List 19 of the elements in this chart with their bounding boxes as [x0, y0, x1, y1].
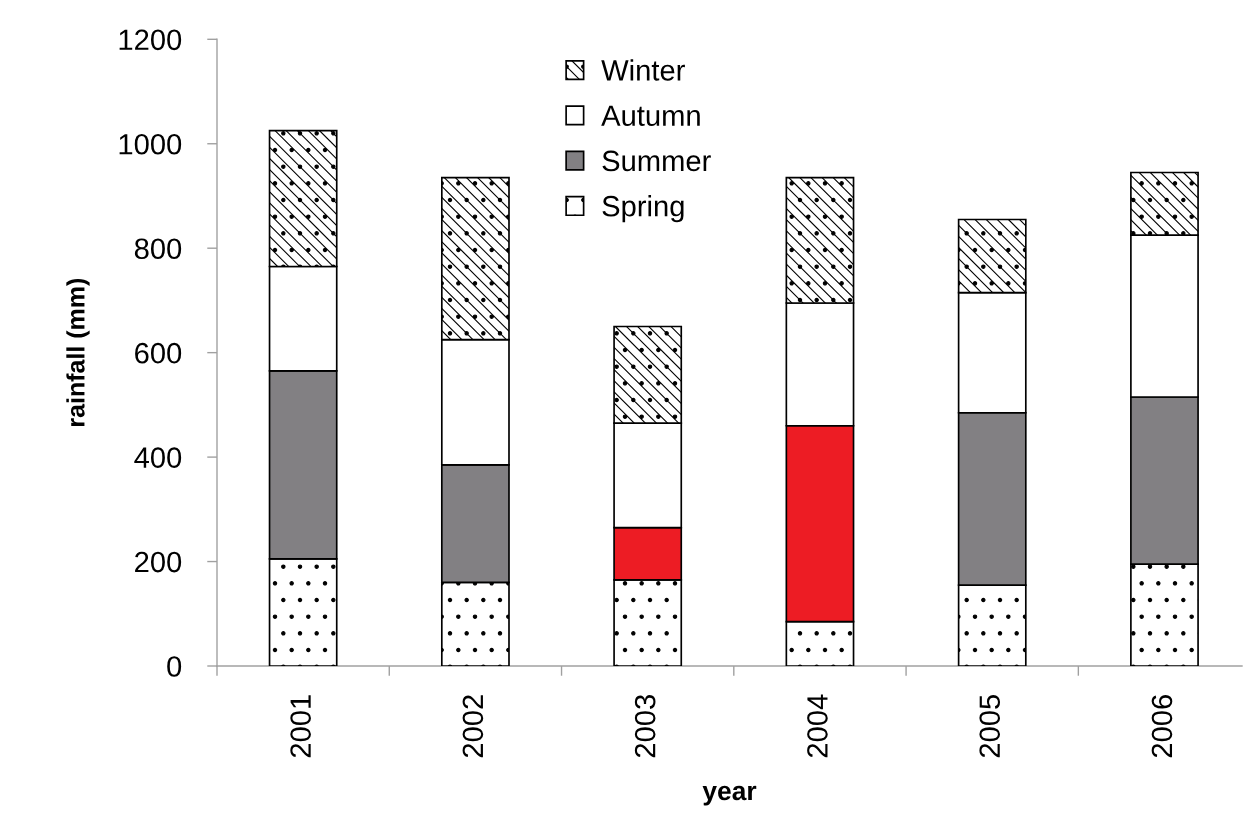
x-tick-label: 2005	[979, 694, 1001, 758]
y-tick-label: 1200	[119, 29, 182, 51]
y-tick-label: 0	[167, 656, 182, 677]
y-tick-label: 200	[135, 551, 182, 573]
y-tick-label: 800	[134, 238, 182, 260]
y-tick-label: 1000	[119, 133, 182, 155]
x-axis-title: year	[702, 785, 757, 806]
x-tick-label: 2003	[634, 695, 656, 758]
legend-label: Summer	[602, 150, 711, 172]
x-tick-label: 2004	[807, 694, 828, 758]
y-axis-title: rainfall (mm)	[66, 278, 90, 427]
x-tick-label: 2006	[1151, 695, 1173, 758]
legend-label: Spring	[602, 195, 684, 223]
legend-label: Autumn	[601, 105, 700, 126]
y-tick-label: 600	[135, 342, 182, 364]
y-tick-label: 400	[134, 447, 182, 468]
x-tick-label: 2002	[462, 695, 484, 758]
x-tick-label: 2001	[290, 695, 311, 758]
legend-label: Winter	[601, 59, 685, 81]
